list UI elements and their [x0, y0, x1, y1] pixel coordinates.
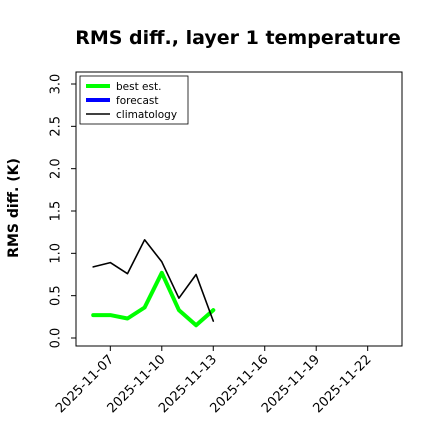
legend-label: forecast — [116, 95, 158, 107]
y-tick-label: 0.5 — [49, 285, 64, 306]
legend: best est. forecast climatology — [79, 75, 189, 125]
y-tick-label: 0.0 — [49, 328, 64, 349]
legend-label: best est. — [116, 81, 161, 93]
y-tick-label: 2.0 — [49, 158, 64, 179]
y-tick-label: 3.0 — [49, 74, 64, 95]
y-axis-label: RMS diff. (K) — [6, 158, 22, 258]
y-tick-label: 2.5 — [49, 116, 64, 137]
series-line-climatology — [92, 239, 215, 322]
chart-title: RMS diff., layer 1 temperature — [75, 27, 401, 49]
y-tick-label: 1.5 — [49, 201, 64, 222]
plot-frame — [75, 71, 403, 347]
legend-label: climatology — [116, 109, 177, 121]
series-line-best-est — [91, 270, 216, 328]
y-tick-label: 1.0 — [49, 243, 64, 264]
